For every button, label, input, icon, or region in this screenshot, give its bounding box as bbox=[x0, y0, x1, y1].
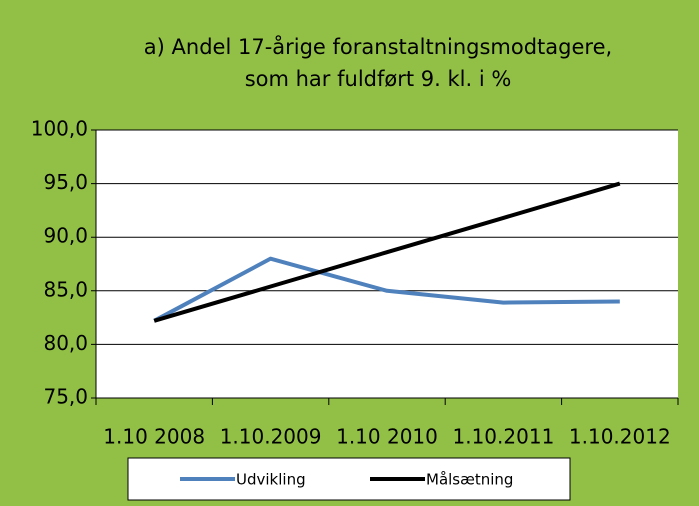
y-tick-label: 100,0 bbox=[31, 117, 88, 141]
y-tick-label: 85,0 bbox=[43, 277, 88, 301]
x-tick-label: 1.10 2010 bbox=[336, 425, 438, 449]
y-tick-label: 75,0 bbox=[43, 385, 88, 409]
x-tick-label: 1.10.2012 bbox=[569, 425, 671, 449]
y-tick-label: 80,0 bbox=[43, 331, 88, 355]
x-tick-label: 1.10.2011 bbox=[453, 425, 555, 449]
legend-label: Målsætning bbox=[426, 471, 513, 489]
series-line bbox=[153, 181, 621, 323]
plot-area bbox=[96, 130, 678, 398]
x-tick-label: 1.10.2009 bbox=[220, 425, 322, 449]
series-line bbox=[153, 256, 620, 323]
y-tick-label: 90,0 bbox=[43, 224, 88, 248]
chart-title: a) Andel 17-årige foranstaltningsmodtage… bbox=[144, 34, 612, 59]
y-tick-label: 95,0 bbox=[43, 170, 88, 194]
legend-label: Udvikling bbox=[236, 471, 306, 489]
chart-title: som har fuldført 9. kl. i % bbox=[245, 67, 512, 91]
x-tick-label: 1.10 2008 bbox=[103, 425, 205, 449]
